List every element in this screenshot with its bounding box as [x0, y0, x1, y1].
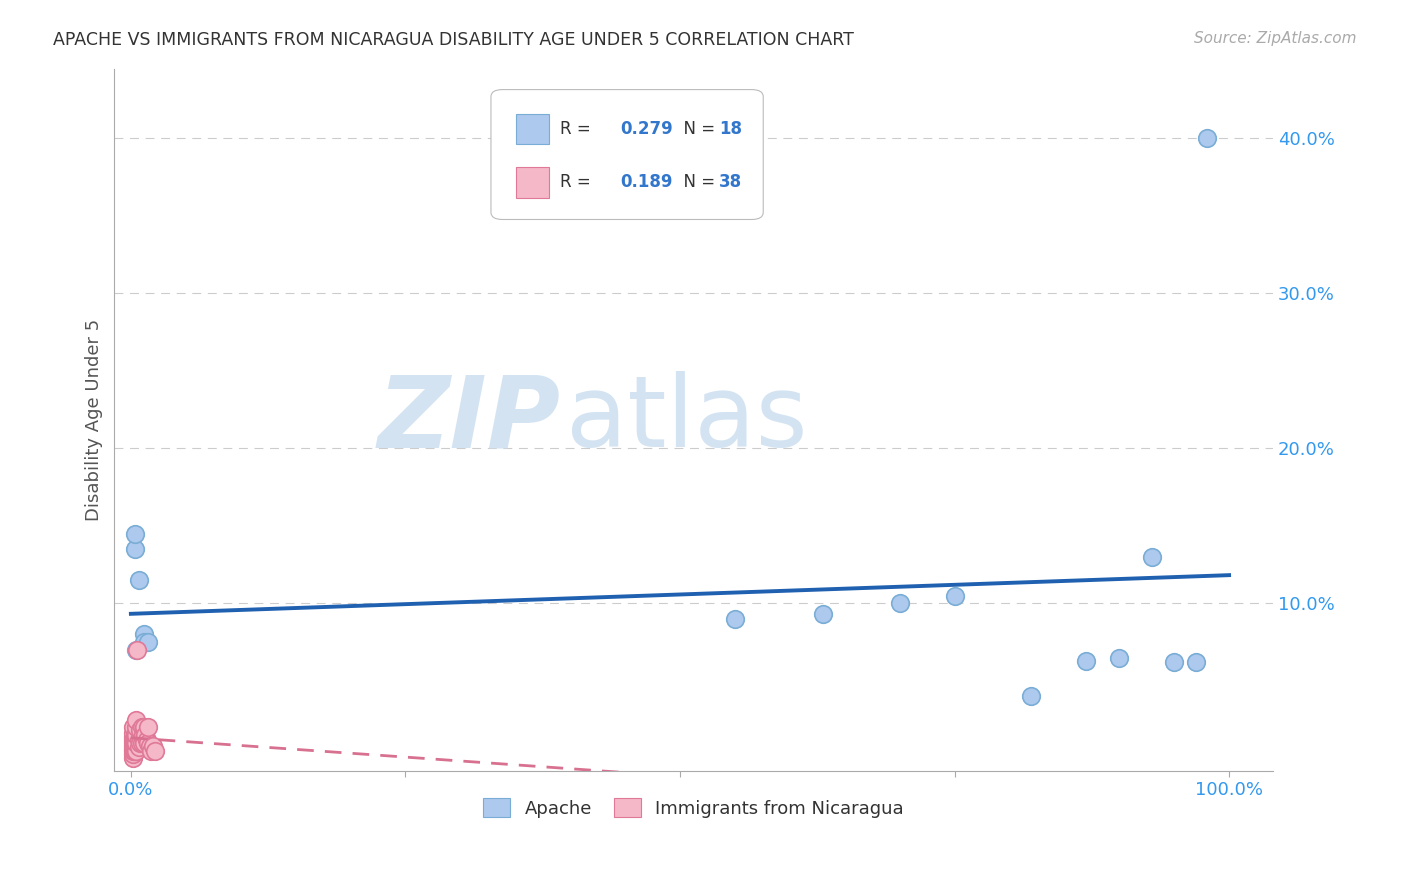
Point — [128, 723, 150, 738]
Point — [1142, 549, 1164, 564]
Point — [122, 747, 145, 761]
Point — [122, 751, 145, 765]
Point — [943, 589, 966, 603]
Point — [122, 739, 145, 753]
Point — [138, 720, 160, 734]
Point — [125, 736, 148, 750]
Point — [124, 743, 146, 757]
Point — [138, 635, 160, 649]
Text: atlas: atlas — [567, 371, 808, 468]
Point — [124, 542, 146, 557]
Point — [122, 726, 145, 740]
Text: N =: N = — [673, 120, 720, 138]
Point — [139, 743, 162, 757]
Point — [128, 740, 150, 755]
FancyBboxPatch shape — [491, 89, 763, 219]
Point — [143, 743, 166, 757]
Point — [1197, 131, 1219, 145]
Point — [128, 573, 150, 587]
Point — [124, 526, 146, 541]
Point — [125, 728, 148, 742]
Text: 0.189: 0.189 — [620, 173, 673, 192]
Text: N =: N = — [673, 173, 720, 192]
Point — [122, 720, 145, 734]
Point — [132, 720, 155, 734]
Point — [125, 642, 148, 657]
FancyBboxPatch shape — [516, 113, 548, 145]
Point — [132, 736, 155, 750]
Point — [122, 736, 145, 750]
FancyBboxPatch shape — [516, 167, 548, 198]
Point — [131, 736, 153, 750]
Text: R =: R = — [561, 120, 596, 138]
Text: APACHE VS IMMIGRANTS FROM NICARAGUA DISABILITY AGE UNDER 5 CORRELATION CHART: APACHE VS IMMIGRANTS FROM NICARAGUA DISA… — [53, 31, 855, 49]
Point — [125, 720, 148, 734]
Point — [1021, 690, 1043, 704]
Point — [1163, 655, 1185, 669]
Point — [136, 732, 159, 747]
Point — [1185, 655, 1208, 669]
Point — [125, 713, 148, 727]
Text: Source: ZipAtlas.com: Source: ZipAtlas.com — [1194, 31, 1357, 46]
Point — [122, 743, 145, 757]
Point — [811, 607, 834, 621]
Point — [1108, 650, 1130, 665]
Point — [127, 642, 149, 657]
Point — [132, 627, 155, 641]
Point — [122, 736, 145, 750]
Point — [142, 739, 165, 753]
Point — [125, 743, 148, 757]
Point — [124, 736, 146, 750]
Legend: Apache, Immigrants from Nicaragua: Apache, Immigrants from Nicaragua — [477, 791, 911, 825]
Y-axis label: Disability Age Under 5: Disability Age Under 5 — [86, 318, 103, 521]
Point — [131, 720, 153, 734]
Point — [724, 612, 747, 626]
Point — [122, 732, 145, 747]
Point — [128, 736, 150, 750]
Point — [132, 728, 155, 742]
Point — [134, 728, 156, 742]
Text: ZIP: ZIP — [377, 371, 561, 468]
Text: 18: 18 — [720, 120, 742, 138]
Point — [132, 635, 155, 649]
Point — [122, 743, 145, 757]
Point — [889, 596, 911, 610]
Point — [138, 736, 160, 750]
Point — [138, 739, 160, 753]
Point — [1076, 654, 1098, 668]
Text: 38: 38 — [720, 173, 742, 192]
Text: R =: R = — [561, 173, 596, 192]
Point — [128, 732, 150, 747]
Point — [124, 728, 146, 742]
Text: 0.279: 0.279 — [620, 120, 673, 138]
Point — [122, 742, 145, 756]
Point — [122, 730, 145, 744]
